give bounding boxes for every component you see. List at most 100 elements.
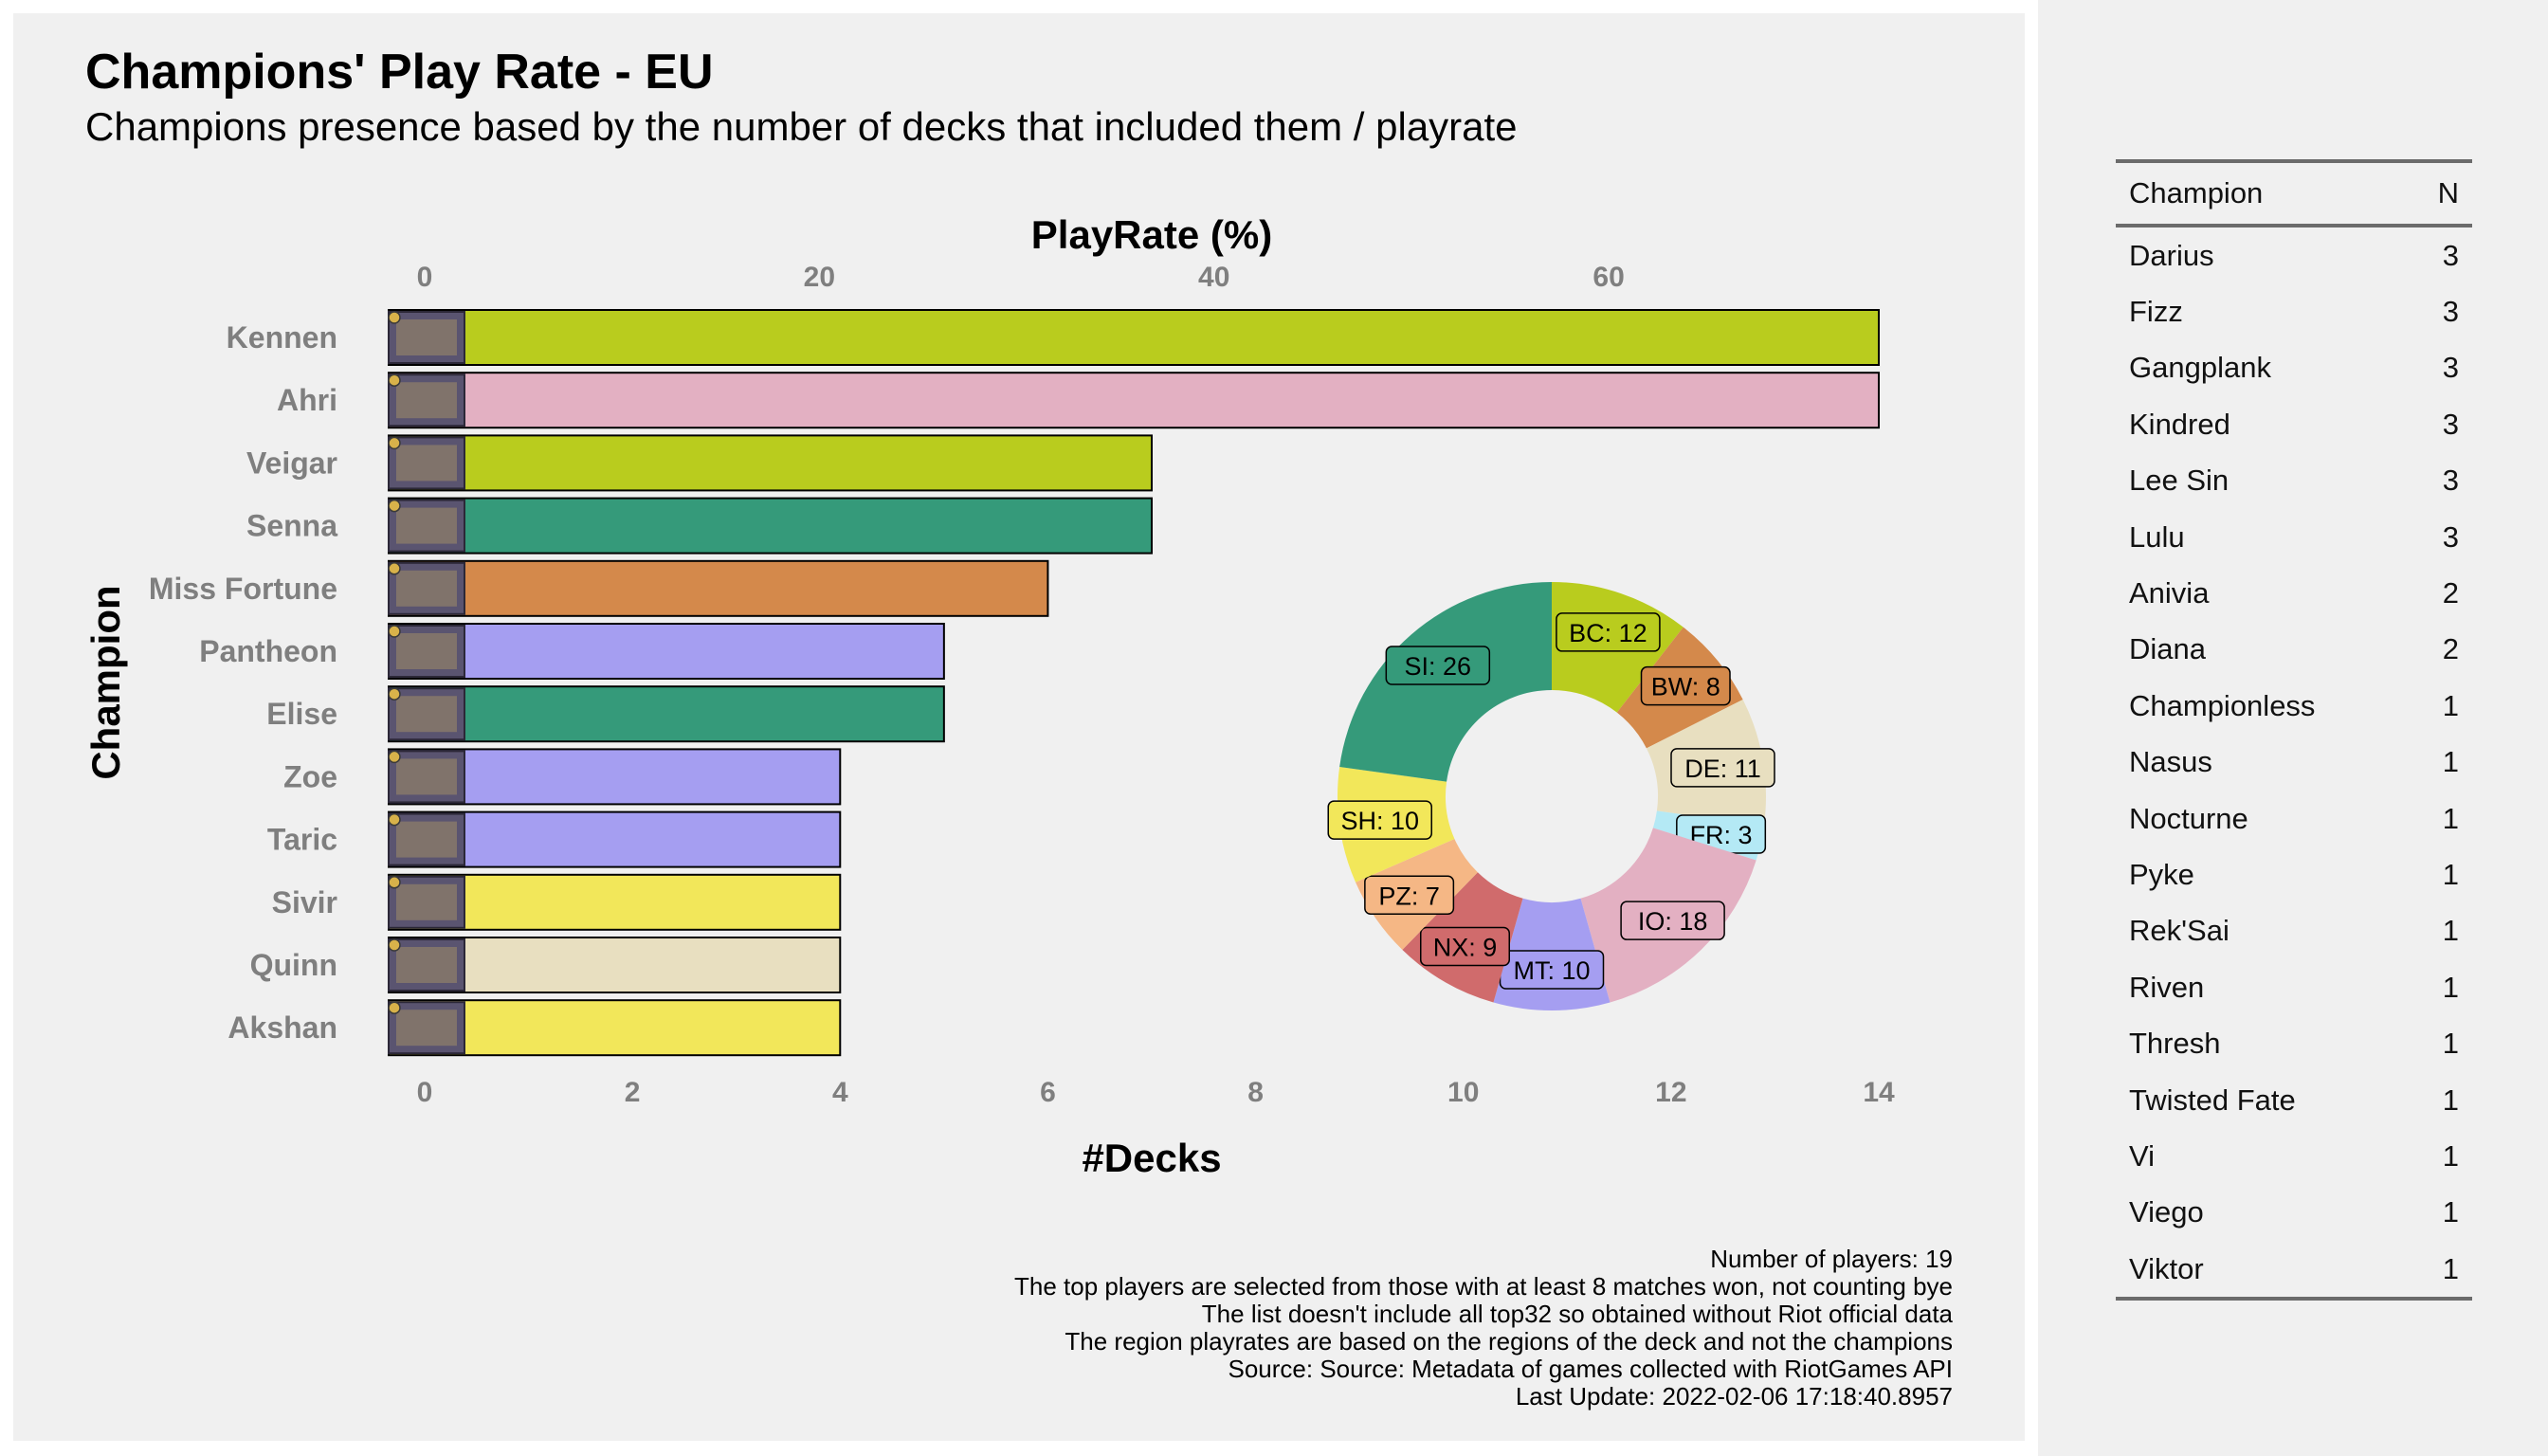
caption-line: The list doesn't include all top32 so ob… xyxy=(1201,1300,1953,1328)
label-box xyxy=(1327,800,1432,840)
table-row: Vi 1 xyxy=(2116,1128,2472,1184)
chart-caption: Number of players: 19 The top players ar… xyxy=(815,1246,1953,1410)
donut-slice-label: SI: 26 xyxy=(1385,646,1491,685)
label-text: BC: 12 xyxy=(1569,619,1647,647)
cell-champion: Nasus xyxy=(2129,745,2212,779)
bar-chart: Kennen Ahri Veigar Senna Miss Fortune Pantheo… xyxy=(83,212,1895,1180)
donut-slice-label: MT: 10 xyxy=(1499,950,1605,990)
label-box xyxy=(1670,748,1775,788)
cell-n: 1 xyxy=(2442,688,2459,722)
caption-line: Source: Source: Metadata of games collec… xyxy=(1228,1355,1954,1383)
champion-card-icon xyxy=(388,561,465,615)
card-art xyxy=(396,507,457,544)
champion-card-icon xyxy=(388,1001,465,1055)
card-cost-gem xyxy=(388,687,401,701)
donut-slice-label: BW: 8 xyxy=(1640,665,1731,706)
cell-champion: Fizz xyxy=(2129,295,2183,329)
label-box xyxy=(1385,646,1491,685)
donut-slice-label: NX: 9 xyxy=(1420,926,1510,967)
cell-n: 1 xyxy=(2442,1195,2459,1229)
cell-champion: Lee Sin xyxy=(2129,464,2230,498)
bar xyxy=(388,372,1880,429)
cell-champion: Nocturne xyxy=(2129,801,2248,835)
cell-n: 1 xyxy=(2442,1251,2459,1285)
table-row: Rek'Sai 1 xyxy=(2116,903,2472,959)
table-row: Anivia 2 xyxy=(2116,565,2472,621)
card-cost-gem xyxy=(388,562,401,575)
champion-card-icon xyxy=(388,436,465,490)
table-row: Thresh 1 xyxy=(2116,1015,2472,1071)
table-row: Lee Sin 3 xyxy=(2116,453,2472,509)
table-row: Nocturne 1 xyxy=(2116,791,2472,846)
champion-card-icon xyxy=(388,311,465,364)
cell-champion: Kindred xyxy=(2129,407,2230,441)
label-text: PZ: 7 xyxy=(1378,882,1440,910)
bar xyxy=(388,685,945,743)
champion-card-icon xyxy=(388,499,465,553)
cell-n: 2 xyxy=(2442,632,2459,666)
caption-line: Number of players: 19 xyxy=(1710,1245,1953,1273)
table-row: Gangplank 3 xyxy=(2116,340,2472,396)
cell-champion: Pyke xyxy=(2129,857,2194,891)
champion-card-icon xyxy=(388,687,465,741)
donut-slice-label: IO: 18 xyxy=(1620,901,1725,940)
y-tick-label: Sivir xyxy=(272,885,337,919)
y-tick-label: Quinn xyxy=(250,948,337,982)
card-art xyxy=(396,445,457,482)
cell-champion: Viktor xyxy=(2129,1251,2204,1285)
donut-slice-label: BC: 12 xyxy=(1556,612,1661,652)
champion-card-icon xyxy=(388,875,465,929)
cell-n: 1 xyxy=(2442,1027,2459,1061)
table-header-row: Champion N xyxy=(2116,163,2472,224)
champion-table: Champion N Darius 3 Fizz 3 Gangplank 3 Kindred… xyxy=(2116,159,2472,1301)
column-header-champion: Champion xyxy=(2129,176,2264,209)
card-cost-gem xyxy=(388,311,401,324)
cell-n: 3 xyxy=(2442,519,2459,554)
cell-n: 1 xyxy=(2442,1138,2459,1173)
caption-line: Last Update: 2022-02-06 17:18:40.8957 xyxy=(1515,1382,1953,1410)
table-row: Kindred 3 xyxy=(2116,396,2472,452)
card-art xyxy=(396,821,457,858)
card-art xyxy=(396,570,457,607)
cell-n: 3 xyxy=(2442,464,2459,498)
y-tick-label: Akshan xyxy=(228,1010,337,1045)
cell-n: 3 xyxy=(2442,295,2459,329)
card-cost-gem xyxy=(388,1001,401,1014)
chart-subtitle: Champions presence based by the number o… xyxy=(85,104,1518,149)
side-table-panel xyxy=(2038,0,2548,1456)
column-header-n: N xyxy=(2437,176,2459,209)
cell-champion: Riven xyxy=(2129,970,2205,1004)
chart-title: Champions' Play Rate - EU xyxy=(85,45,714,100)
cell-n: 1 xyxy=(2442,914,2459,948)
card-art xyxy=(396,758,457,795)
cell-champion: Vi xyxy=(2129,1138,2156,1173)
donut-slice-label: SH: 10 xyxy=(1327,800,1432,840)
table-row: Pyke 1 xyxy=(2116,846,2472,902)
y-tick-label: Zoe xyxy=(283,759,337,793)
label-text: IO: 18 xyxy=(1638,907,1708,936)
card-art xyxy=(396,382,457,419)
label-box xyxy=(1640,665,1731,706)
table-row: Viktor 1 xyxy=(2116,1241,2472,1297)
table-row: Riven 1 xyxy=(2116,959,2472,1015)
cell-n: 3 xyxy=(2442,351,2459,385)
y-tick-label: Elise xyxy=(266,697,337,731)
cell-champion: Rek'Sai xyxy=(2129,914,2230,948)
bar xyxy=(388,434,1153,492)
champion-card-icon xyxy=(388,625,465,678)
x-tick-label: 4 xyxy=(832,1077,848,1108)
card-art xyxy=(396,696,457,733)
x-tick-label: 0 xyxy=(417,1077,433,1108)
label-text: BW: 8 xyxy=(1651,673,1720,701)
cell-n: 1 xyxy=(2442,745,2459,779)
x-axis-title: #Decks xyxy=(1082,1136,1221,1180)
y-axis-title: Champion xyxy=(83,585,128,779)
card-cost-gem xyxy=(388,876,401,889)
cell-n: 1 xyxy=(2442,1083,2459,1117)
cell-champion: Thresh xyxy=(2129,1027,2221,1061)
x2-tick-label: 0 xyxy=(417,262,433,293)
cell-champion: Anivia xyxy=(2129,576,2210,610)
cell-n: 3 xyxy=(2442,407,2459,441)
